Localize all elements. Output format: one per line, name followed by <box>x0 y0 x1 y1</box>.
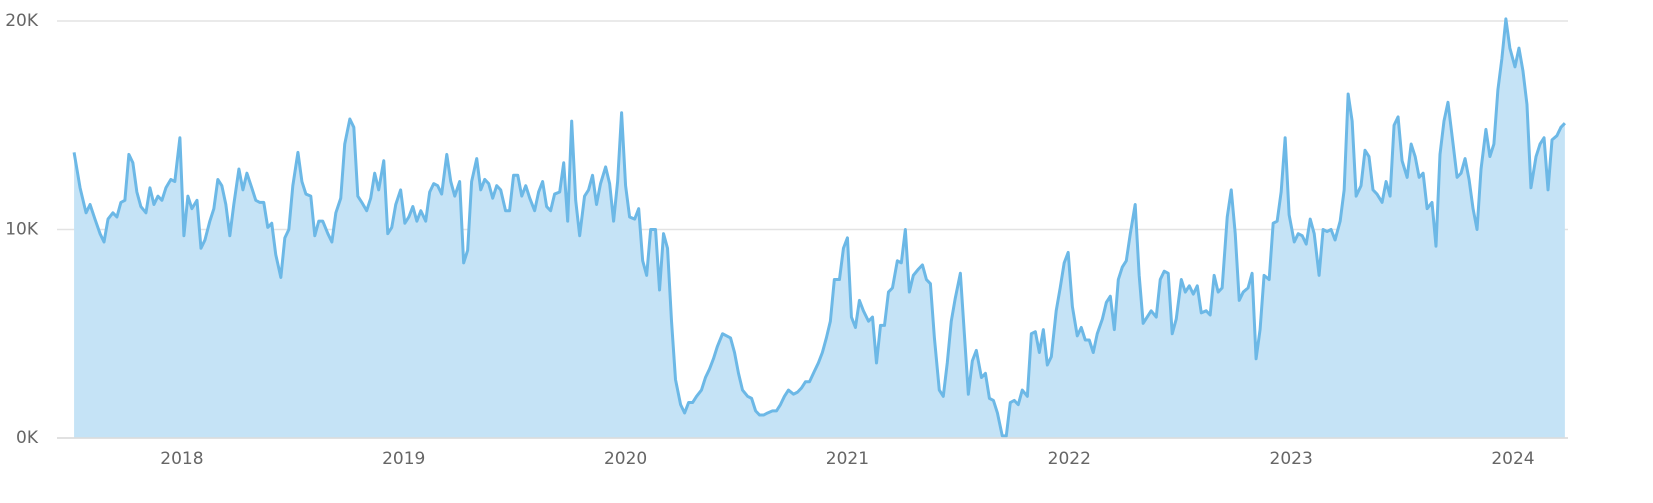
area-fill <box>74 18 1565 438</box>
x-tick-label: 2020 <box>604 449 647 469</box>
line <box>72 17 1566 438</box>
x-tick-label: 2019 <box>382 449 425 469</box>
x-tick-label: 2024 <box>1491 449 1534 469</box>
x-tick-label: 2021 <box>826 449 869 469</box>
x-tick-label: 2023 <box>1270 449 1313 469</box>
y-tick-label: 0K <box>16 428 39 448</box>
y-tick-label: 10K <box>5 220 39 240</box>
x-tick-label: 2018 <box>160 449 203 469</box>
x-tick-label: 2022 <box>1048 449 1091 469</box>
y-tick-label: 20K <box>5 11 39 31</box>
